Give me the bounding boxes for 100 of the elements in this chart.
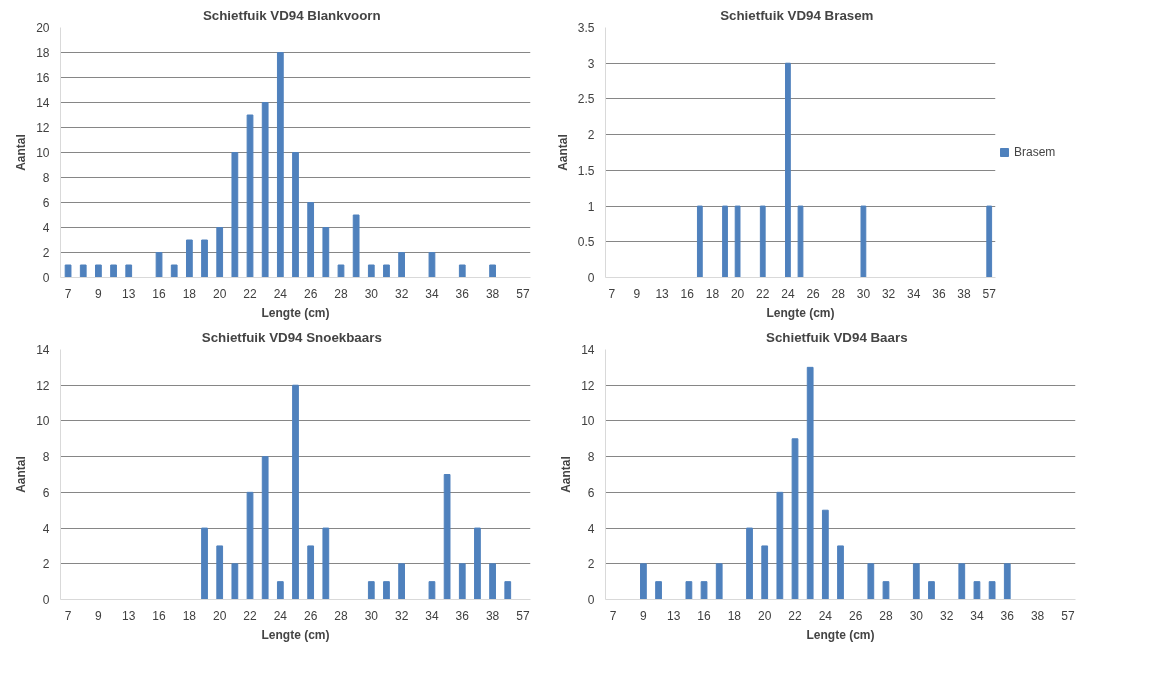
x-tick-label: 32	[939, 608, 954, 623]
bar	[155, 252, 163, 278]
y-tick-label: 6	[587, 485, 595, 500]
bar	[504, 581, 512, 600]
bar	[64, 264, 72, 278]
x-tick-label: 32	[394, 608, 409, 623]
x-tick-label: 16	[152, 608, 167, 623]
bar	[261, 102, 269, 278]
x-tick-label: 22	[243, 608, 258, 623]
x-tick-label: 13	[667, 608, 681, 623]
x-tick-label: 38	[485, 608, 500, 623]
y-tick-label: 10	[36, 146, 50, 160]
x-tick-label: 38	[485, 286, 500, 301]
x-tick-label: 9	[95, 608, 103, 623]
x-tick-label: 13	[655, 286, 670, 301]
bar	[322, 227, 330, 278]
bar	[292, 152, 299, 278]
y-tick-label: 8	[42, 450, 50, 465]
bar	[246, 491, 254, 600]
bar	[912, 563, 920, 600]
x-tick-label: 34	[970, 608, 984, 623]
x-tick-label: 32	[881, 286, 896, 301]
y-axis-title: Aantal	[559, 456, 574, 493]
x-tick-label: 26	[303, 286, 318, 301]
bar	[700, 581, 708, 600]
bar	[867, 563, 875, 600]
bar	[261, 456, 269, 600]
x-tick-label: 28	[879, 608, 893, 623]
x-tick-label: 36	[1000, 608, 1015, 623]
bar	[458, 264, 466, 278]
y-tick-label: 16	[36, 71, 50, 85]
y-tick-label: 4	[42, 521, 50, 536]
x-tick-label: 28	[831, 286, 846, 301]
y-tick-label: 0.5	[577, 235, 595, 250]
x-tick-label: 22	[756, 286, 770, 301]
x-tick-label: 36	[455, 286, 470, 301]
x-tick-label: 24	[818, 608, 833, 623]
x-tick-label: 7	[609, 608, 617, 623]
y-tick-label: 0	[587, 593, 595, 607]
x-tick-label: 26	[806, 286, 821, 301]
y-tick-label: 2	[42, 246, 50, 260]
y-tick-label: 12	[581, 378, 595, 393]
bar	[276, 52, 284, 278]
y-tick-label: 14	[581, 343, 595, 357]
x-tick-label: 16	[697, 608, 712, 623]
x-axis-title: Lengte (cm)	[261, 305, 330, 320]
bar	[367, 264, 375, 278]
x-tick-label: 22	[243, 286, 258, 301]
x-tick-label: 18	[182, 608, 197, 623]
bar	[201, 527, 208, 600]
y-axis-title: Aantal	[555, 134, 570, 171]
chart-title: Schietfuik VD94 Baars	[766, 329, 908, 345]
x-tick-label: 20	[213, 286, 227, 301]
bar	[95, 264, 102, 278]
bar	[383, 264, 390, 278]
bar	[110, 264, 117, 278]
x-tick-label: 9	[633, 286, 641, 301]
y-tick-label: 8	[587, 450, 595, 465]
y-tick-label: 1	[587, 199, 595, 214]
bar	[837, 545, 844, 600]
bar	[685, 581, 693, 600]
bar	[776, 491, 784, 600]
x-tick-label: 9	[95, 286, 103, 301]
x-tick-label: 24	[273, 286, 288, 301]
x-tick-label: 7	[64, 608, 72, 623]
bar	[79, 264, 87, 278]
bar	[958, 563, 966, 600]
x-tick-label: 24	[273, 608, 288, 623]
bar	[474, 527, 481, 600]
bar	[746, 527, 753, 600]
x-tick-label: 57	[1061, 608, 1075, 623]
bar	[231, 563, 239, 600]
x-tick-label: 30	[909, 608, 924, 623]
x-tick-label: 38	[957, 286, 972, 301]
chart-title: Schietfuik VD94 Brasem	[720, 7, 874, 23]
bar	[489, 264, 496, 278]
bar	[201, 239, 208, 278]
y-tick-label: 2	[587, 128, 595, 143]
bar	[276, 581, 284, 600]
x-tick-label: 22	[788, 608, 803, 623]
x-tick-label: 30	[364, 608, 379, 623]
bar	[640, 563, 647, 600]
x-tick-label: 16	[680, 286, 695, 301]
bar	[443, 474, 451, 600]
x-tick-label: 30	[856, 286, 871, 301]
x-tick-label: 13	[122, 286, 136, 301]
bar	[322, 527, 330, 600]
bar	[170, 264, 178, 278]
bar	[398, 252, 406, 278]
x-tick-label: 20	[758, 608, 772, 623]
y-tick-label: 8	[42, 171, 50, 185]
y-tick-label: 20	[36, 21, 50, 35]
x-tick-label: 36	[932, 286, 946, 301]
bar	[292, 384, 299, 600]
bar	[383, 581, 390, 600]
x-tick-label: 32	[394, 286, 409, 301]
x-tick-label: 57	[516, 608, 530, 623]
bar	[185, 239, 193, 278]
bar	[715, 563, 723, 600]
x-tick-label: 57	[516, 286, 530, 301]
